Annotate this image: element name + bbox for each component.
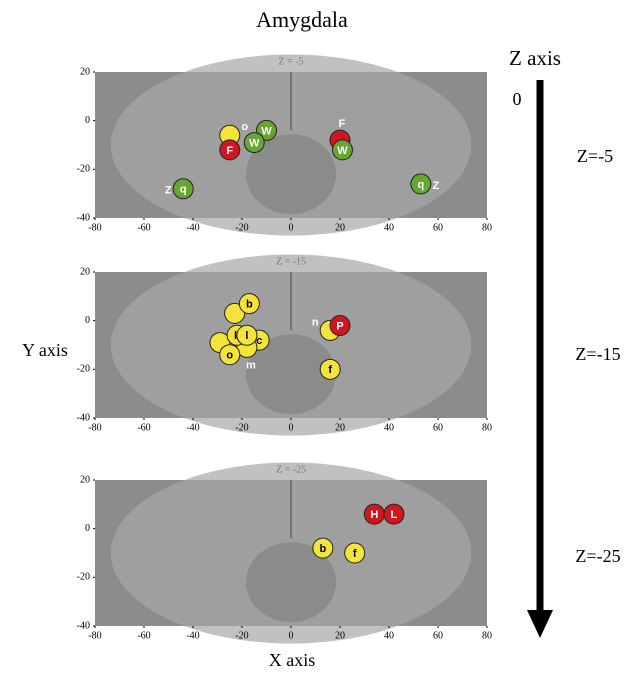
point-label: L [391, 509, 398, 521]
x-tick-label: -60 [137, 630, 150, 641]
z-label: 0 [513, 89, 522, 109]
x-tick-label: 60 [433, 630, 443, 641]
y-tick-label: 20 [80, 474, 90, 485]
y-tick-label: 0 [85, 315, 90, 326]
x-tick-label: -60 [137, 222, 150, 233]
z-label: Z=-25 [575, 546, 620, 566]
figure: Amygdala Z axis 0 Z=-5 Z=-15 Z=-25 Y axi… [0, 0, 633, 676]
x-tick-label: 0 [289, 422, 294, 433]
x-tick-label: -40 [186, 222, 199, 233]
point-label: f [328, 364, 332, 376]
x-tick-label: 40 [384, 422, 394, 433]
y-tick-label: 20 [80, 66, 90, 77]
x-tick-label: 0 [289, 222, 294, 233]
x-tick-label: 20 [335, 630, 345, 641]
z-label: Z=-5 [577, 146, 613, 166]
z-arrow-head [527, 610, 553, 638]
point-label: f [353, 548, 357, 560]
point-label: b [319, 543, 326, 555]
y-tick-label: -40 [77, 212, 90, 223]
point-label: o [226, 350, 233, 362]
x-tick-label: 40 [384, 222, 394, 233]
x-tick-label: 80 [482, 630, 492, 641]
x-tick-label: 60 [433, 222, 443, 233]
outer-label: m [246, 359, 256, 371]
x-tick-label: -80 [88, 422, 101, 433]
outer-label: o [241, 121, 248, 133]
point-label: l [245, 330, 248, 342]
point-label: W [249, 137, 260, 149]
x-tick-label: -80 [88, 630, 101, 641]
x-tick-label: 20 [335, 222, 345, 233]
point-label: W [337, 145, 348, 157]
point-label: q [180, 184, 187, 196]
y-tick-label: -40 [77, 620, 90, 631]
x-tick-label: -60 [137, 422, 150, 433]
outer-label: Z [432, 180, 439, 192]
z-axis-label: Z axis [509, 46, 561, 70]
outer-label: Z [165, 185, 172, 197]
x-tick-label: 60 [433, 422, 443, 433]
x-tick-label: -20 [235, 222, 248, 233]
x-tick-label: 80 [482, 222, 492, 233]
point-label: F [226, 145, 233, 157]
y-tick-label: -20 [77, 572, 90, 583]
y-tick-label: -20 [77, 164, 90, 175]
x-tick-label: 80 [482, 422, 492, 433]
x-tick-label: -20 [235, 422, 248, 433]
x-tick-label: -80 [88, 222, 101, 233]
y-axis-label: Y axis [22, 340, 68, 360]
y-tick-label: 20 [80, 266, 90, 277]
point-label: q [417, 179, 424, 191]
x-tick-label: -40 [186, 422, 199, 433]
x-tick-label: -40 [186, 630, 199, 641]
z-label: Z=-15 [575, 344, 620, 364]
point-label: b [246, 299, 253, 311]
point-label: H [370, 509, 378, 521]
y-tick-label: -20 [77, 364, 90, 375]
x-axis-label: X axis [269, 650, 316, 670]
x-tick-label: -20 [235, 630, 248, 641]
y-tick-label: 0 [85, 523, 90, 534]
x-tick-label: 0 [289, 630, 294, 641]
figure-title: Amygdala [256, 7, 348, 32]
outer-label: F [339, 118, 346, 130]
point-label: P [336, 320, 343, 332]
outer-label: n [312, 316, 319, 328]
x-tick-label: 40 [384, 630, 394, 641]
point-label: W [261, 125, 272, 137]
y-tick-label: -40 [77, 412, 90, 423]
x-tick-label: 20 [335, 422, 345, 433]
y-tick-label: 0 [85, 115, 90, 126]
